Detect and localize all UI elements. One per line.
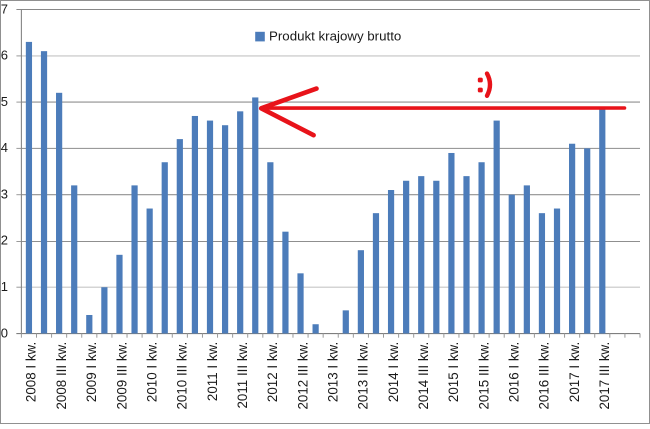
svg-text:2016 I kw.: 2016 I kw. — [507, 342, 522, 402]
svg-text:2015 III kw.: 2015 III kw. — [476, 342, 491, 410]
svg-text:2008 I kw.: 2008 I kw. — [24, 342, 39, 402]
svg-text:2013 III kw.: 2013 III kw. — [356, 342, 371, 410]
svg-text:5: 5 — [1, 94, 8, 109]
svg-text:2009 III kw.: 2009 III kw. — [114, 342, 129, 410]
svg-text:4: 4 — [1, 140, 8, 155]
svg-text:2014 III kw.: 2014 III kw. — [416, 342, 431, 410]
svg-text:2010 III kw.: 2010 III kw. — [175, 342, 190, 410]
svg-text:2008 III kw.: 2008 III kw. — [54, 342, 69, 410]
svg-text:1: 1 — [1, 279, 8, 294]
svg-text:2009 I kw.: 2009 I kw. — [84, 342, 99, 402]
svg-text:2012 III kw.: 2012 III kw. — [295, 342, 310, 410]
svg-text:3: 3 — [1, 186, 8, 201]
svg-text:2015 I kw.: 2015 I kw. — [446, 342, 461, 402]
svg-text:2017 I kw.: 2017 I kw. — [567, 342, 582, 402]
svg-text:Produkt krajowy brutto: Produkt krajowy brutto — [269, 29, 401, 44]
svg-text:2017 III kw.: 2017 III kw. — [597, 342, 612, 410]
svg-text:6: 6 — [1, 48, 8, 63]
svg-text:2012 I kw.: 2012 I kw. — [265, 342, 280, 402]
svg-text:2016 III kw.: 2016 III kw. — [537, 342, 552, 410]
svg-text:7: 7 — [1, 1, 8, 16]
svg-text:2: 2 — [1, 233, 8, 248]
svg-text:0: 0 — [1, 325, 8, 340]
svg-text:2011 III kw.: 2011 III kw. — [235, 342, 250, 409]
svg-text:2014 I kw.: 2014 I kw. — [386, 342, 401, 402]
svg-text:2013 I kw.: 2013 I kw. — [326, 342, 341, 402]
svg-text:2010 I kw.: 2010 I kw. — [144, 342, 159, 402]
svg-text:2011 I kw.: 2011 I kw. — [205, 342, 220, 401]
